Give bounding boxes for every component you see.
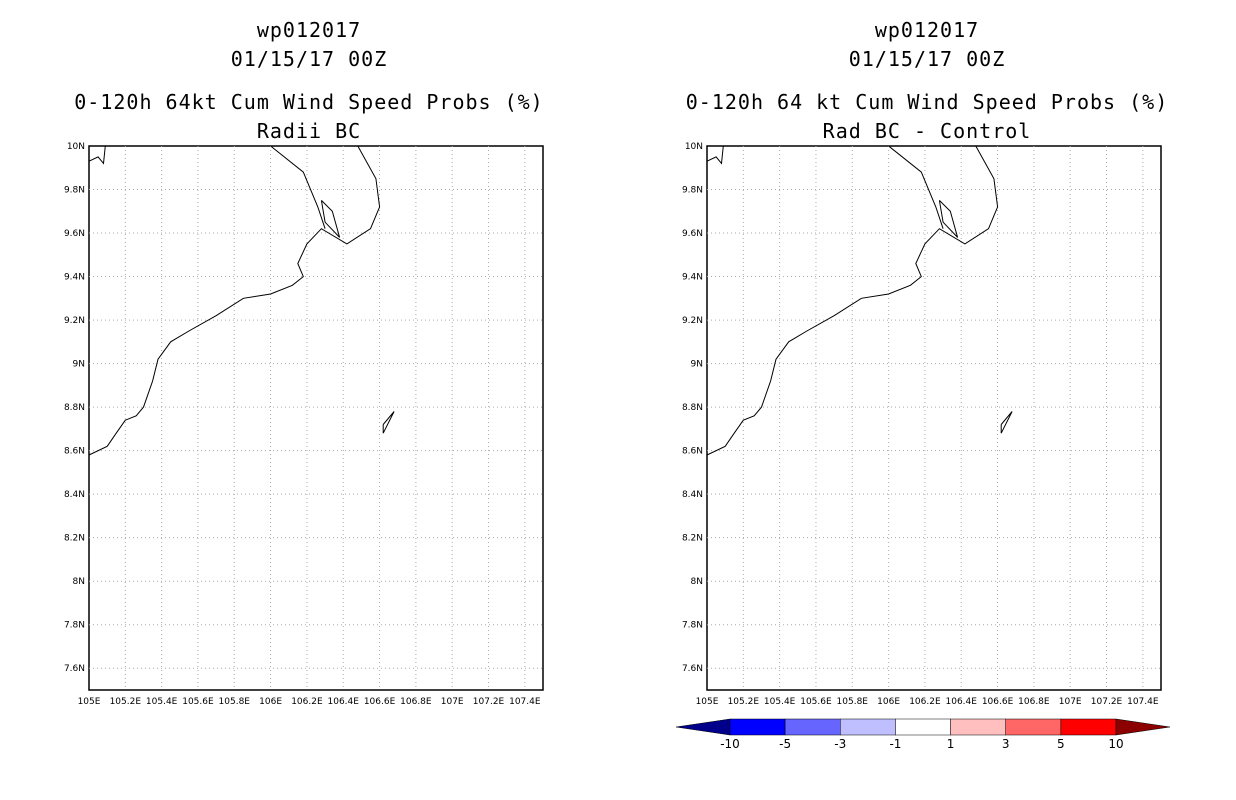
lon-tick-label: 106.2E <box>909 697 941 707</box>
lat-tick-label: 9.8N <box>682 186 703 196</box>
lon-tick-label: 105E <box>78 697 101 707</box>
colorbar-label: -1 <box>889 737 901 751</box>
colorbar-label: -3 <box>834 737 846 751</box>
colorbar-low-arrow <box>675 718 731 736</box>
lon-tick-label: 107E <box>441 697 464 707</box>
lon-tick-label: 105.2E <box>110 697 142 707</box>
colorbar-label: 10 <box>1108 737 1123 751</box>
lon-tick-label: 106.8E <box>400 697 432 707</box>
river-mouth-outline <box>888 145 944 229</box>
colorbar-swatch <box>1060 718 1117 736</box>
lat-tick-label: 9.6N <box>64 229 85 239</box>
panel-1-title-line2: 01/15/17 00Z <box>230 47 388 71</box>
map-panel-radii-bc: 105E 105.2E 105.4E 105.6E 105.8E 106E 106.2E 10… <box>64 142 544 707</box>
lat-tick-label: 7.6N <box>682 664 703 674</box>
lat-tick-label: 8.6N <box>64 447 85 457</box>
colorbar-swatch <box>1005 718 1062 736</box>
lon-tick-label: 105.6E <box>800 697 832 707</box>
colorbar-label: -5 <box>779 737 791 751</box>
colorbar-swatch <box>950 718 1006 736</box>
lat-tick-label: 7.6N <box>64 664 85 674</box>
lat-tick-label: 10N <box>685 142 703 152</box>
lon-tick-label: 106.4E <box>328 697 360 707</box>
coastline-top-left <box>88 145 106 165</box>
panel-2-title-line2: 01/15/17 00Z <box>848 47 1006 71</box>
lon-tick-label: 105E <box>696 697 719 707</box>
lat-tick-label: 9.2N <box>64 316 85 326</box>
colorbar: -10 -5 -3 -1 1 3 5 10 <box>675 718 1171 751</box>
lat-tick-label: 8.2N <box>682 534 703 544</box>
lat-tick-label: 8.4N <box>64 490 85 500</box>
lat-tick-label: 7.8N <box>64 621 85 631</box>
panel-1-title-line3: 0-120h 64kt Cum Wind Speed Probs (%) <box>74 90 544 114</box>
river-mouth-outline <box>270 145 326 229</box>
lat-tick-label: 9.4N <box>64 273 85 283</box>
lon-tick-label: 107.2E <box>1091 697 1123 707</box>
lon-tick-label: 105.2E <box>728 697 760 707</box>
lon-tick-label: 106E <box>259 697 282 707</box>
lat-tick-label: 9.6N <box>682 229 703 239</box>
coastline <box>706 145 999 456</box>
lon-tick-label: 106.2E <box>291 697 323 707</box>
lat-tick-label: 8.8N <box>64 403 85 413</box>
lat-tick-label: 8.4N <box>682 490 703 500</box>
lon-tick-label: 105.4E <box>146 697 178 707</box>
colorbar-swatch <box>784 718 841 736</box>
lat-tick-label: 9N <box>691 360 703 370</box>
map-frame <box>88 145 544 691</box>
lon-tick-label: 107.2E <box>473 697 505 707</box>
lon-tick-label: 105.8E <box>219 697 251 707</box>
lat-tick-label: 9.2N <box>682 316 703 326</box>
lat-tick-label: 8N <box>73 577 85 587</box>
lon-tick-label: 105.6E <box>182 697 214 707</box>
lat-tick-label: 8.6N <box>682 447 703 457</box>
lat-tick-label: 8.2N <box>64 534 85 544</box>
lat-tick-label: 8N <box>691 577 703 587</box>
map-panel-difference: 105E 105.2E 105.4E 105.6E 105.8E 106E 106.2E 10… <box>682 142 1162 707</box>
coastline-top-left <box>706 145 724 165</box>
map-frame <box>706 145 1162 691</box>
island-outline <box>1000 411 1013 434</box>
lat-tick-label: 9N <box>73 360 85 370</box>
lon-tick-label: 106.6E <box>364 697 396 707</box>
panel-2-title-line3: 0-120h 64 kt Cum Wind Speed Probs (%) <box>685 90 1169 114</box>
colorbar-swatch <box>729 718 786 736</box>
colorbar-label: -10 <box>720 737 740 751</box>
colorbar-label: 1 <box>947 737 955 751</box>
panel-2-title-line4: Rad BC - Control <box>822 119 1032 143</box>
estuary-outline <box>938 200 959 238</box>
lat-tick-label: 7.8N <box>682 621 703 631</box>
lon-tick-label: 106E <box>877 697 900 707</box>
lon-tick-label: 105.4E <box>764 697 796 707</box>
lat-tick-label: 9.8N <box>64 186 85 196</box>
lat-tick-label: 8.8N <box>682 403 703 413</box>
island-outline <box>382 411 395 434</box>
lat-tick-label: 9.4N <box>682 273 703 283</box>
colorbar-swatch <box>840 718 896 736</box>
panel-1-title-line4: Radii BC <box>256 119 362 143</box>
panel-1-title-line1: wp012017 <box>256 18 362 42</box>
lon-tick-label: 107E <box>1059 697 1082 707</box>
lon-tick-label: 106.6E <box>982 697 1014 707</box>
colorbar-swatch <box>895 718 951 736</box>
lon-tick-label: 106.8E <box>1018 697 1050 707</box>
lon-tick-label: 106.4E <box>946 697 978 707</box>
panel-2-title-line1: wp012017 <box>874 18 980 42</box>
estuary-outline <box>320 200 341 238</box>
lon-tick-label: 105.8E <box>837 697 869 707</box>
colorbar-label: 3 <box>1002 737 1010 751</box>
colorbar-label: 5 <box>1057 737 1065 751</box>
colorbar-high-arrow <box>1115 718 1171 736</box>
lat-tick-label: 10N <box>67 142 85 152</box>
lon-tick-label: 107.4E <box>509 697 541 707</box>
coastline <box>88 145 381 456</box>
lon-tick-label: 107.4E <box>1127 697 1159 707</box>
